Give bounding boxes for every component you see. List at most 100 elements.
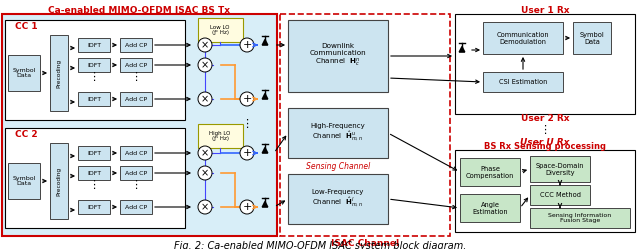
Bar — [78, 58, 110, 72]
Text: ×: × — [201, 202, 209, 212]
Bar — [483, 22, 563, 54]
Bar — [78, 38, 110, 52]
Text: Add CP: Add CP — [125, 171, 147, 176]
Bar — [2, 14, 277, 236]
Bar — [460, 158, 520, 186]
Bar — [5, 128, 185, 228]
Text: ×: × — [201, 60, 209, 70]
Polygon shape — [262, 201, 268, 207]
Text: Add CP: Add CP — [125, 204, 147, 209]
Bar — [120, 58, 152, 72]
Text: Low-Frequency
Channel  $\hat{\mathbf{H}}_{m,n}^l$: Low-Frequency Channel $\hat{\mathbf{H}}_… — [312, 188, 364, 209]
Circle shape — [240, 38, 254, 52]
Text: IDFT: IDFT — [87, 150, 101, 155]
Text: +: + — [243, 94, 252, 104]
Bar — [5, 20, 185, 120]
Text: High-Frequency
Channel  $\hat{\mathbf{H}}_{m,n}^u$: High-Frequency Channel $\hat{\mathbf{H}}… — [310, 123, 365, 143]
Text: Add CP: Add CP — [125, 97, 147, 102]
Bar — [78, 166, 110, 180]
Text: User 1 Rx: User 1 Rx — [521, 5, 569, 14]
Text: Fig. 2: Ca-enabled MIMO-OFDM ISAC system block diagram.: Fig. 2: Ca-enabled MIMO-OFDM ISAC system… — [174, 241, 466, 249]
Text: User 2 Rx: User 2 Rx — [521, 114, 569, 123]
Bar — [8, 163, 40, 199]
Bar — [460, 194, 520, 222]
Bar — [198, 18, 243, 42]
Text: Sensing Channel: Sensing Channel — [306, 162, 370, 171]
Bar — [120, 166, 152, 180]
Text: IDFT: IDFT — [87, 97, 101, 102]
Text: ⋮: ⋮ — [88, 72, 100, 82]
Circle shape — [240, 200, 254, 214]
Text: IDFT: IDFT — [87, 62, 101, 67]
Text: ⋮: ⋮ — [540, 125, 550, 135]
Text: Downlink
Communication
Channel  $\mathbf{H}_c^n$: Downlink Communication Channel $\mathbf{… — [310, 43, 366, 69]
Text: IDFT: IDFT — [87, 204, 101, 209]
Text: ⋮: ⋮ — [131, 72, 141, 82]
Bar — [78, 92, 110, 106]
Text: Add CP: Add CP — [125, 150, 147, 155]
Text: CSI Estimation: CSI Estimation — [499, 79, 547, 85]
Text: ⋮: ⋮ — [88, 180, 100, 190]
Polygon shape — [262, 94, 268, 99]
Bar — [573, 22, 611, 54]
Text: CC 2: CC 2 — [15, 129, 38, 138]
Text: ×: × — [201, 94, 209, 104]
Text: CCC Method: CCC Method — [540, 192, 580, 198]
Text: ISAC Channel: ISAC Channel — [331, 239, 399, 248]
Text: ×: × — [201, 40, 209, 50]
Bar — [120, 200, 152, 214]
Text: Sensing Information
Fusion Stage: Sensing Information Fusion Stage — [548, 213, 612, 223]
Text: CC 1: CC 1 — [15, 21, 38, 30]
Text: Precoding: Precoding — [56, 59, 61, 88]
Text: +: + — [243, 40, 252, 50]
Text: Ca-enabled MIMO-OFDM ISAC BS Tx: Ca-enabled MIMO-OFDM ISAC BS Tx — [48, 5, 230, 14]
Text: User U Rx: User U Rx — [520, 137, 570, 146]
Bar — [120, 146, 152, 160]
Bar — [530, 208, 630, 228]
Bar — [50, 143, 68, 219]
Text: Precoding: Precoding — [56, 166, 61, 195]
Circle shape — [198, 92, 212, 106]
Text: +: + — [243, 148, 252, 158]
Text: High LO
(ƒˢ Hz): High LO (ƒˢ Hz) — [209, 130, 230, 141]
Bar — [198, 124, 243, 148]
Circle shape — [240, 146, 254, 160]
Text: Space-Domain
Diversity: Space-Domain Diversity — [536, 163, 584, 176]
Bar — [530, 185, 590, 205]
Bar — [120, 92, 152, 106]
Circle shape — [198, 200, 212, 214]
Text: Low LO
(ƒᶜ Hz): Low LO (ƒᶜ Hz) — [211, 25, 230, 35]
Text: Angle
Estimation: Angle Estimation — [472, 201, 508, 214]
Circle shape — [198, 38, 212, 52]
Bar — [455, 150, 635, 232]
Bar — [288, 174, 388, 224]
Text: ×: × — [201, 148, 209, 158]
Polygon shape — [460, 47, 465, 52]
Circle shape — [198, 166, 212, 180]
Text: Add CP: Add CP — [125, 62, 147, 67]
Bar — [530, 156, 590, 182]
Text: Phase
Compensation: Phase Compensation — [466, 166, 514, 179]
Text: ×: × — [201, 168, 209, 178]
Text: Symbol
Data: Symbol Data — [12, 176, 36, 187]
Text: ⋮: ⋮ — [131, 180, 141, 190]
Text: Symbol
Data: Symbol Data — [12, 67, 36, 78]
Text: +: + — [243, 202, 252, 212]
Text: Symbol
Data: Symbol Data — [580, 32, 604, 45]
Bar — [78, 200, 110, 214]
Bar — [455, 14, 635, 114]
Text: Communication
Demodulation: Communication Demodulation — [497, 32, 549, 45]
Polygon shape — [262, 147, 268, 153]
Text: IDFT: IDFT — [87, 43, 101, 48]
Circle shape — [198, 146, 212, 160]
Bar — [280, 14, 450, 236]
Bar — [50, 35, 68, 111]
Bar — [288, 20, 388, 92]
Text: ⋮: ⋮ — [241, 119, 253, 129]
Circle shape — [198, 58, 212, 72]
Bar — [120, 38, 152, 52]
Bar — [288, 108, 388, 158]
Bar — [8, 55, 40, 91]
Bar — [483, 72, 563, 92]
Bar — [78, 146, 110, 160]
